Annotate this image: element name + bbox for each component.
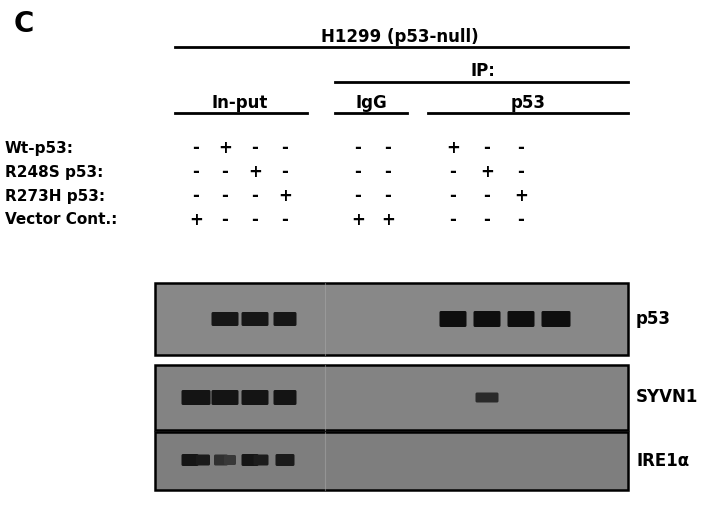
Bar xyxy=(155,365,628,430)
Text: -: - xyxy=(484,187,490,205)
Text: -: - xyxy=(484,211,490,229)
Text: Vector Cont.:: Vector Cont.: xyxy=(5,212,118,227)
Text: +: + xyxy=(446,139,460,157)
FancyBboxPatch shape xyxy=(254,454,268,466)
Text: R248S p53:: R248S p53: xyxy=(5,165,103,180)
Bar xyxy=(155,432,628,490)
Text: -: - xyxy=(518,211,524,229)
FancyBboxPatch shape xyxy=(214,454,228,466)
Text: C: C xyxy=(14,10,35,38)
FancyBboxPatch shape xyxy=(242,390,268,405)
FancyBboxPatch shape xyxy=(273,390,296,405)
Text: +: + xyxy=(278,187,292,205)
Text: -: - xyxy=(450,163,456,181)
FancyBboxPatch shape xyxy=(224,455,236,465)
Text: -: - xyxy=(252,187,258,205)
Text: R273H p53:: R273H p53: xyxy=(5,189,105,204)
Text: -: - xyxy=(221,163,229,181)
Text: -: - xyxy=(355,163,361,181)
FancyBboxPatch shape xyxy=(440,311,466,327)
FancyBboxPatch shape xyxy=(211,312,239,326)
Text: p53: p53 xyxy=(636,310,671,328)
Text: +: + xyxy=(218,139,232,157)
FancyBboxPatch shape xyxy=(508,311,534,327)
Text: -: - xyxy=(384,139,392,157)
Text: -: - xyxy=(484,139,490,157)
FancyBboxPatch shape xyxy=(242,454,259,466)
Text: +: + xyxy=(480,163,494,181)
Text: IRE1α: IRE1α xyxy=(636,452,689,470)
Text: +: + xyxy=(248,163,262,181)
Text: -: - xyxy=(355,187,361,205)
FancyBboxPatch shape xyxy=(476,393,498,402)
Text: -: - xyxy=(221,187,229,205)
Text: -: - xyxy=(384,187,392,205)
Text: +: + xyxy=(381,211,395,229)
Text: +: + xyxy=(514,187,528,205)
Text: IP:: IP: xyxy=(471,62,495,80)
Text: -: - xyxy=(193,139,200,157)
Text: -: - xyxy=(193,163,200,181)
Text: -: - xyxy=(518,139,524,157)
Text: SYVN1: SYVN1 xyxy=(636,388,699,407)
Text: -: - xyxy=(355,139,361,157)
Text: -: - xyxy=(252,211,258,229)
Text: +: + xyxy=(351,211,365,229)
Text: -: - xyxy=(221,211,229,229)
FancyBboxPatch shape xyxy=(273,312,296,326)
FancyBboxPatch shape xyxy=(182,390,211,405)
FancyBboxPatch shape xyxy=(275,454,294,466)
Text: -: - xyxy=(282,211,288,229)
Text: -: - xyxy=(193,187,200,205)
FancyBboxPatch shape xyxy=(474,311,500,327)
Text: IgG: IgG xyxy=(355,94,387,112)
Text: -: - xyxy=(282,163,288,181)
Text: -: - xyxy=(450,187,456,205)
Text: Wt-p53:: Wt-p53: xyxy=(5,140,74,155)
Text: -: - xyxy=(282,139,288,157)
Text: H1299 (p53-null): H1299 (p53-null) xyxy=(321,28,479,46)
FancyBboxPatch shape xyxy=(541,311,570,327)
Text: -: - xyxy=(518,163,524,181)
Text: -: - xyxy=(450,211,456,229)
Text: p53: p53 xyxy=(510,94,546,112)
Text: -: - xyxy=(384,163,392,181)
FancyBboxPatch shape xyxy=(196,454,210,466)
FancyBboxPatch shape xyxy=(211,390,239,405)
FancyBboxPatch shape xyxy=(182,454,198,466)
Text: In-put: In-put xyxy=(212,94,268,112)
Bar xyxy=(155,283,628,355)
FancyBboxPatch shape xyxy=(242,312,268,326)
Text: +: + xyxy=(189,211,203,229)
Text: -: - xyxy=(252,139,258,157)
